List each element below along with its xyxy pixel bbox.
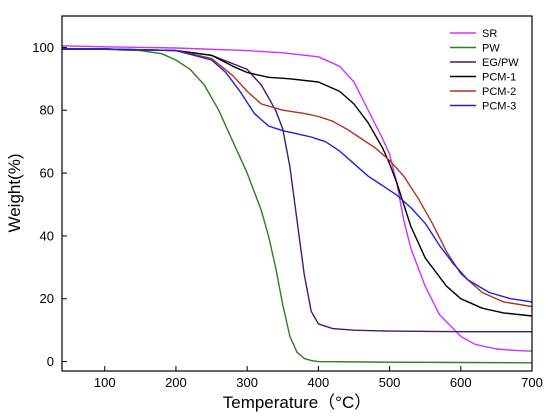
legend-label: EG/PW [482,57,519,69]
x-tick-label: 100 [94,375,116,390]
y-tick-label: 80 [40,103,54,118]
legend: SR PW EG/PW PCM-1 PCM-2 PCM-3 [450,28,519,113]
legend-label: PCM-2 [482,86,516,98]
legend-label: PCM-1 [482,72,516,84]
x-tick-label: 700 [521,375,543,390]
x-tick-label: 400 [308,375,330,390]
legend-label: SR [482,28,497,40]
series-line-pcm-1 [62,48,533,317]
y-tick-label: 0 [47,354,54,369]
x-axis-title: Temperature（°C） [223,393,372,412]
x-tick-label: 200 [165,375,187,390]
series-line-pw [61,48,533,364]
x-tick-label: 300 [236,375,258,390]
legend-label: PW [482,43,500,55]
plot-frame [61,15,533,372]
x-tick-label: 500 [379,375,401,390]
series-line-pcm-2 [62,48,533,308]
series-lines [61,45,533,364]
x-tick-label: 600 [450,375,472,390]
series-line-sr [61,45,533,352]
y-tick-label: 100 [32,40,54,55]
y-tick-label: 20 [40,291,54,306]
y-axis-title: Weight(%) [5,153,24,232]
series-line-pcm-3 [62,48,533,303]
y-tick-label: 60 [40,166,54,181]
legend-label: PCM-3 [482,101,516,113]
axis-ticks: 100 200 300 400 500 600 700 0 20 40 60 80 100 [32,40,543,390]
y-tick-label: 40 [40,228,54,243]
